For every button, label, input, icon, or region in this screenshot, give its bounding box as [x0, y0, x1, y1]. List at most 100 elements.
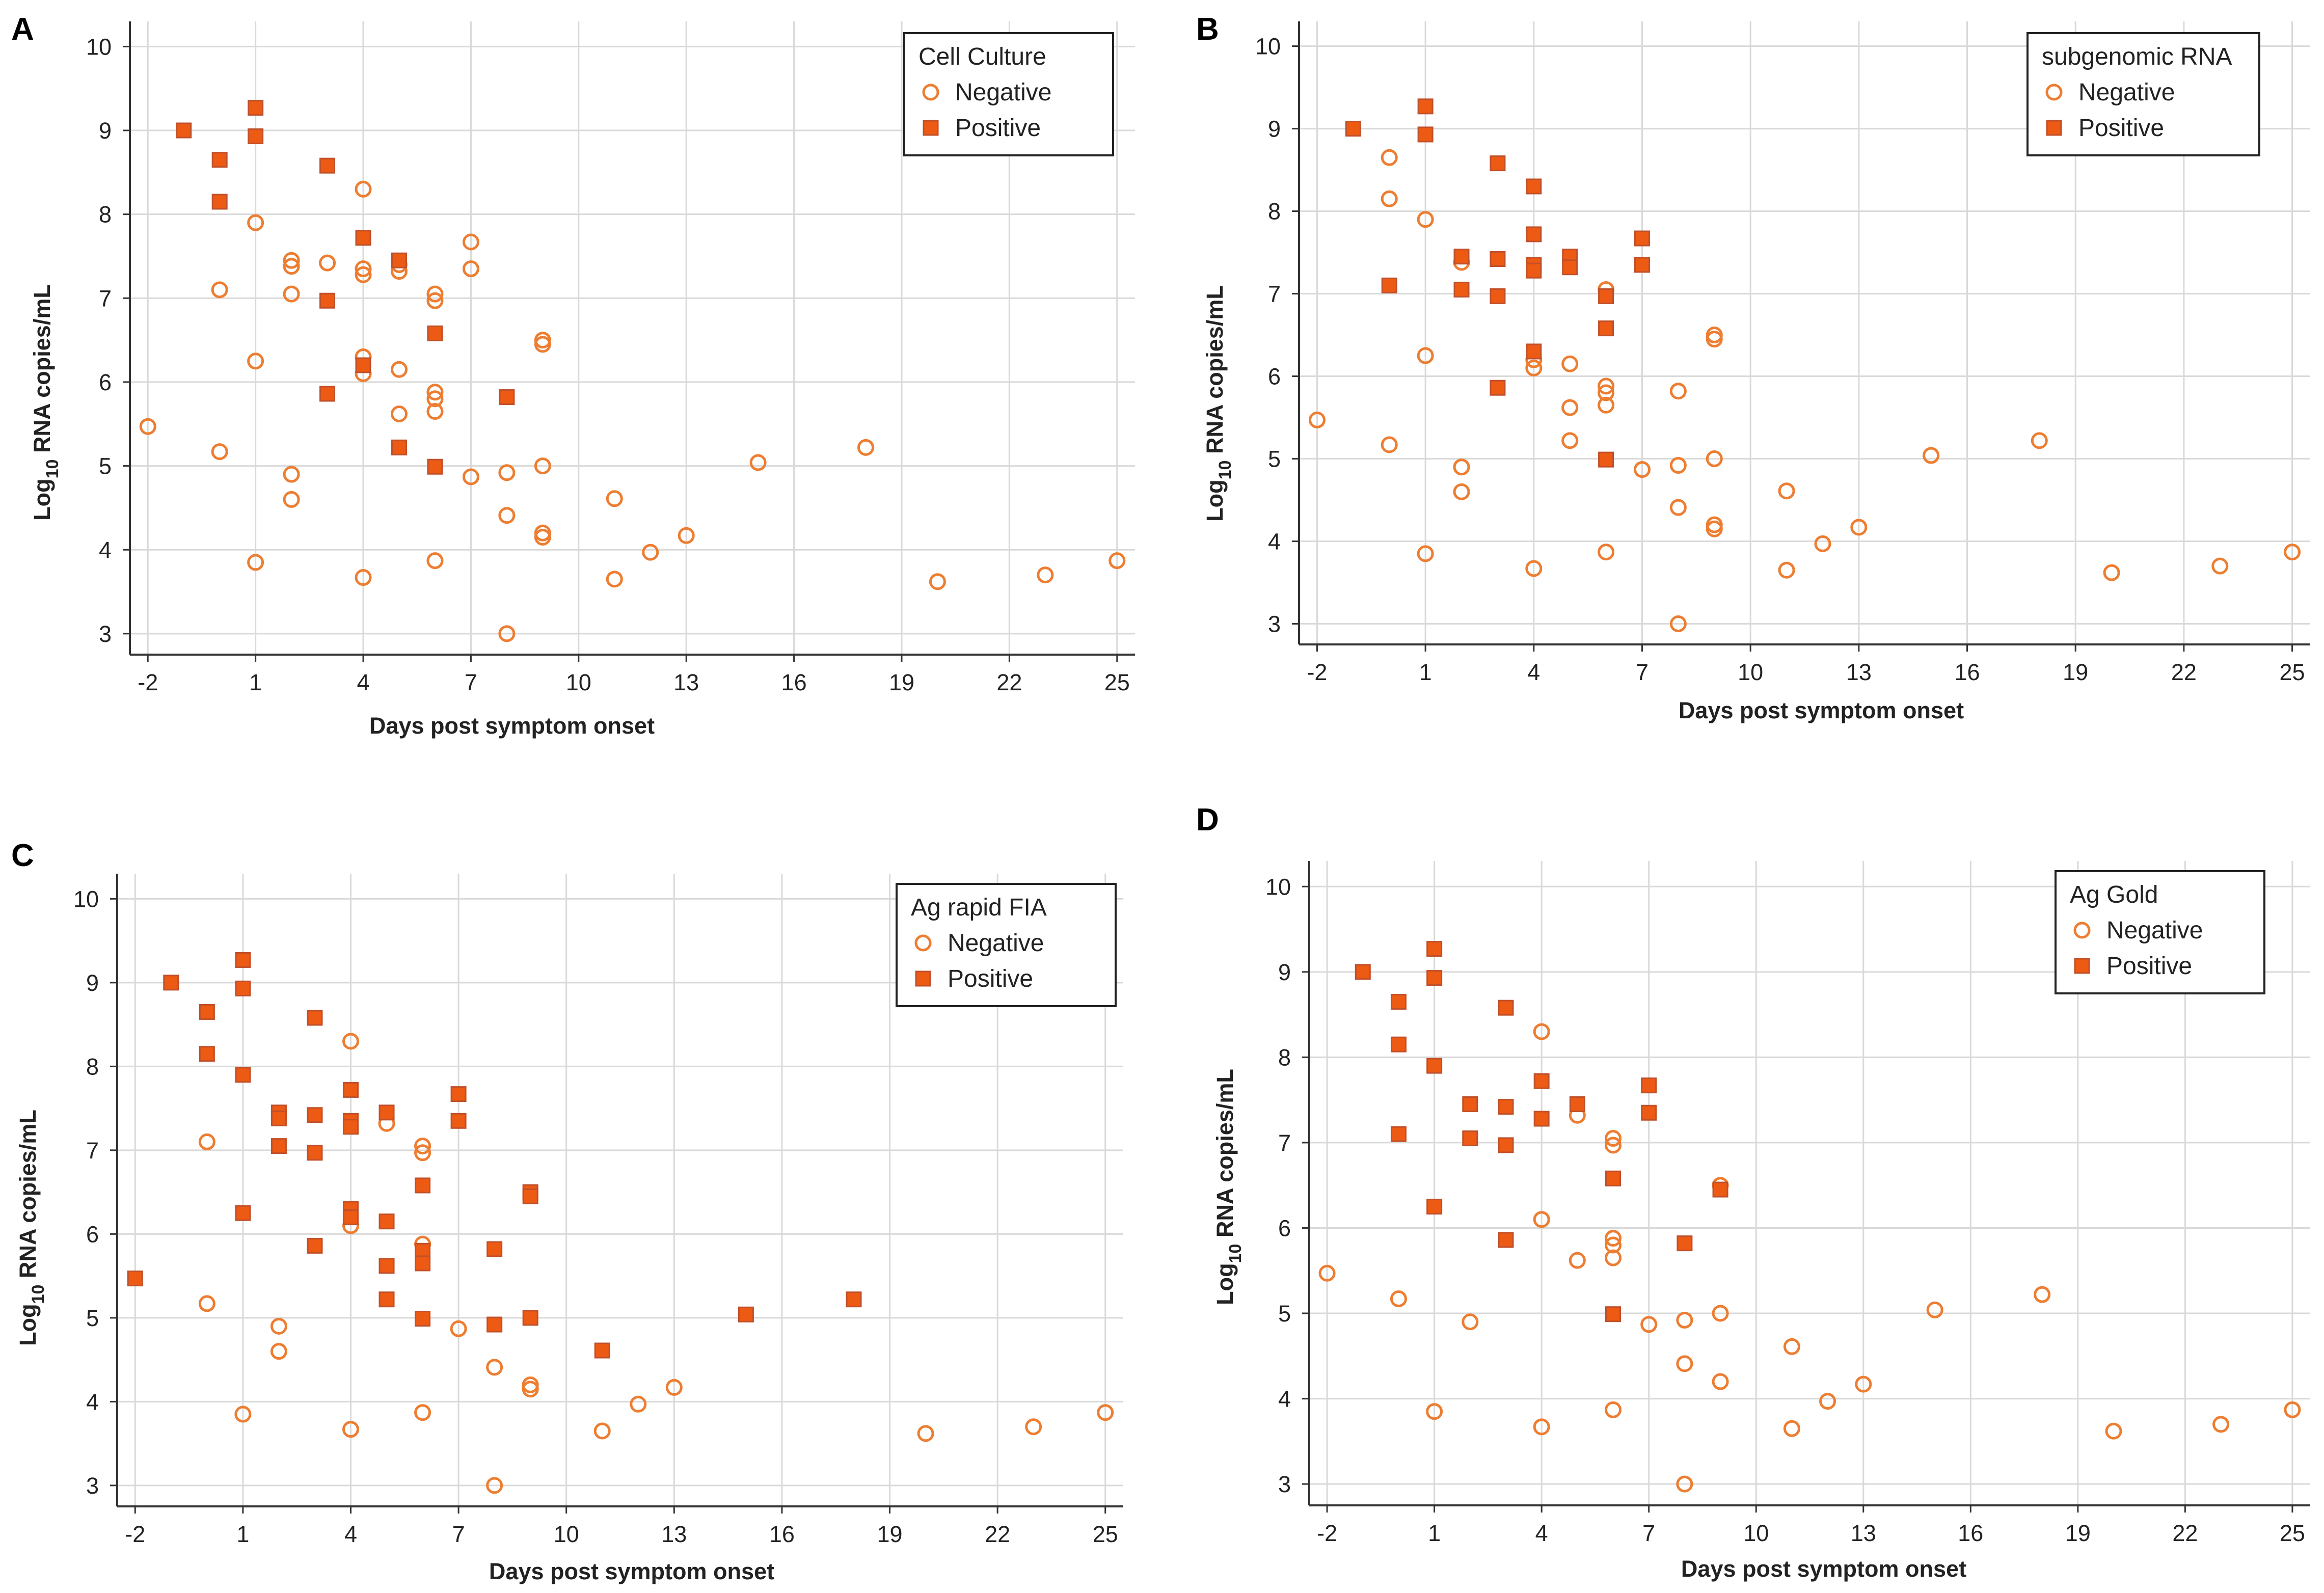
y-tick-label: 10	[1265, 874, 1291, 900]
positive-point	[163, 975, 179, 991]
x-tick-label: 19	[2065, 1520, 2091, 1546]
positive-point	[235, 1067, 251, 1083]
negative-point	[1712, 1305, 1729, 1322]
legend-negative-marker	[2045, 84, 2063, 101]
x-tick-label: -2	[125, 1521, 145, 1547]
x-tick-label: 10	[554, 1521, 579, 1547]
positive-point	[415, 1177, 431, 1194]
x-tick-label: 1	[1419, 659, 1432, 685]
x-tick-label: 7	[465, 669, 477, 695]
negative-point	[355, 260, 372, 278]
x-tick-label: 7	[1636, 659, 1649, 685]
positive-point	[1533, 1111, 1550, 1127]
positive-point	[415, 1255, 431, 1272]
legend-positive-marker	[915, 970, 931, 987]
negative-point	[1381, 436, 1398, 453]
negative-point	[247, 554, 264, 571]
positive-point	[1526, 178, 1542, 195]
y-tick-label: 9	[86, 970, 99, 996]
positive-point	[199, 1004, 215, 1020]
positive-point	[211, 194, 228, 210]
negative-point	[2211, 557, 2229, 575]
x-tick-label: 19	[877, 1521, 902, 1547]
negative-point	[522, 1381, 539, 1398]
negative-series	[1318, 1023, 2301, 1493]
y-tick-label: 10	[73, 886, 99, 912]
positive-point	[391, 439, 407, 455]
negative-point	[426, 285, 444, 303]
y-axis-title: Log10 RNA copies/mL	[29, 284, 62, 521]
positive-point	[1677, 1235, 1693, 1252]
legend-label-positive: Positive	[948, 965, 1033, 992]
positive-point	[1390, 1126, 1407, 1142]
positive-point	[248, 100, 264, 116]
positive-point	[319, 157, 336, 174]
positive-point	[1490, 380, 1506, 396]
negative-point	[678, 527, 695, 544]
negative-point	[593, 1422, 611, 1440]
negative-point	[234, 1406, 252, 1423]
negative-series	[198, 1033, 1114, 1494]
negative-point	[247, 214, 264, 231]
y-tick-label: 3	[99, 621, 112, 647]
x-tick-label: 1	[249, 669, 262, 695]
positive-point	[450, 1113, 467, 1129]
y-tick-label: 8	[86, 1054, 99, 1079]
negative-point	[211, 281, 228, 299]
x-tick-label: 22	[2172, 1520, 2198, 1546]
legend-box	[2026, 32, 2260, 156]
negative-point	[1525, 560, 1543, 577]
positive-point	[1390, 993, 1407, 1010]
negative-point	[1525, 359, 1543, 376]
negative-point	[283, 252, 300, 269]
negative-series	[139, 180, 1126, 642]
negative-point	[1533, 1211, 1550, 1228]
positive-point	[1562, 259, 1578, 276]
negative-point	[1605, 1401, 1622, 1418]
negative-point	[1037, 566, 1054, 584]
positive-point	[319, 292, 336, 309]
y-tick-label: 10	[86, 34, 112, 60]
positive-point	[1641, 1077, 1657, 1094]
negative-point	[1462, 1313, 1479, 1331]
legend: subgenomic RNA Negative Positive	[2026, 32, 2260, 156]
x-tick-label: 22	[996, 669, 1022, 695]
negative-point	[462, 260, 479, 278]
negative-point	[1561, 355, 1579, 372]
legend-positive-marker	[923, 120, 939, 136]
positive-series	[176, 100, 515, 475]
negative-point	[917, 1425, 934, 1442]
y-tick-label: 7	[99, 285, 112, 311]
y-tick-label: 7	[1278, 1130, 1291, 1156]
legend-negative-marker	[922, 84, 939, 101]
x-tick-label: 4	[344, 1521, 357, 1547]
legend: Ag rapid FIA Negative Positive	[896, 883, 1117, 1007]
x-tick-label: 25	[2280, 659, 2305, 685]
positive-point	[1569, 1096, 1585, 1113]
y-tick-label: 3	[1268, 611, 1281, 637]
positive-point	[342, 1119, 359, 1135]
negative-point	[1318, 1264, 1336, 1282]
positive-point	[1417, 98, 1434, 115]
y-tick-label: 4	[1278, 1386, 1291, 1412]
panel-d: D -2 1 4 7 10 13 16 19 22 25 3 4 5 6 7 8 9 10 Days post sym…	[1196, 802, 2310, 1582]
positive-point	[1526, 262, 1542, 279]
negative-point	[270, 1343, 287, 1360]
positive-point	[1462, 1096, 1478, 1113]
negative-point	[270, 1317, 287, 1335]
negative-point	[1097, 1404, 1114, 1421]
x-axis-title: Days post symptom onset	[1679, 697, 1964, 723]
positive-point	[307, 1010, 323, 1026]
negative-point	[630, 1395, 647, 1413]
panel-b: B -2 1 4 7 10 13 16 19 22 25 3 4 5 6 7 8 9 10 Days post sym…	[1196, 12, 2310, 723]
negative-point	[1669, 499, 1687, 516]
negative-point	[247, 353, 264, 370]
positive-point	[1345, 121, 1361, 137]
positive-series	[1355, 941, 1728, 1322]
y-axis-title: Log10 RNA copies/mL	[1212, 1069, 1245, 1305]
negative-point	[1390, 1290, 1407, 1308]
negative-point	[1605, 1230, 1622, 1247]
positive-point	[235, 1205, 251, 1221]
panel-a: A -2 1 4 7 10 13 16 19 22 25 3 4 5 6 7 8 9 10 Days post sym…	[11, 12, 1135, 739]
